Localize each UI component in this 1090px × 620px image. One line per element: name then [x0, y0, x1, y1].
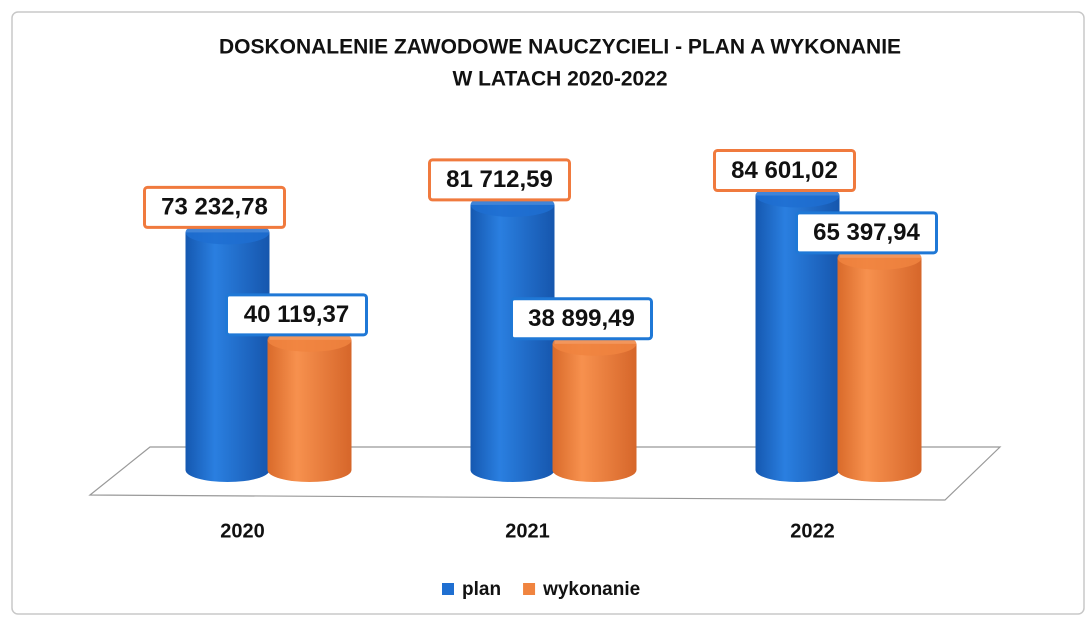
legend-label: wykonanie [542, 579, 640, 600]
bar [267, 339, 352, 470]
chart-title: DOSKONALENIE ZAWODOWE NAUCZYCIELI - PLAN… [219, 36, 901, 59]
bar [837, 257, 922, 470]
value-label-box [795, 211, 938, 255]
x-tick-label: 2022 [790, 520, 835, 542]
chart-title: W LATACH 2020-2022 [452, 68, 667, 91]
value-label-box [143, 185, 286, 229]
bar [552, 343, 637, 470]
value-label: 73 232,78 [161, 194, 268, 221]
floor [88, 446, 1002, 501]
x-tick-label: 2020 [220, 520, 265, 542]
value-label: 40 119,37 [244, 301, 349, 328]
bar [185, 232, 270, 470]
value-label-box [428, 158, 571, 202]
value-label: 84 601,02 [731, 157, 838, 184]
x-tick-label: 2021 [505, 520, 550, 542]
value-label: 81 712,59 [446, 166, 553, 193]
legend-swatch [523, 583, 536, 595]
value-label-box [225, 293, 368, 337]
value-label-box [510, 297, 653, 341]
value-label: 65 397,94 [813, 219, 920, 246]
value-label: 38 899,49 [528, 305, 635, 332]
legend-label: plan [462, 579, 501, 600]
legend-swatch [442, 583, 454, 595]
value-label-box [713, 149, 856, 193]
